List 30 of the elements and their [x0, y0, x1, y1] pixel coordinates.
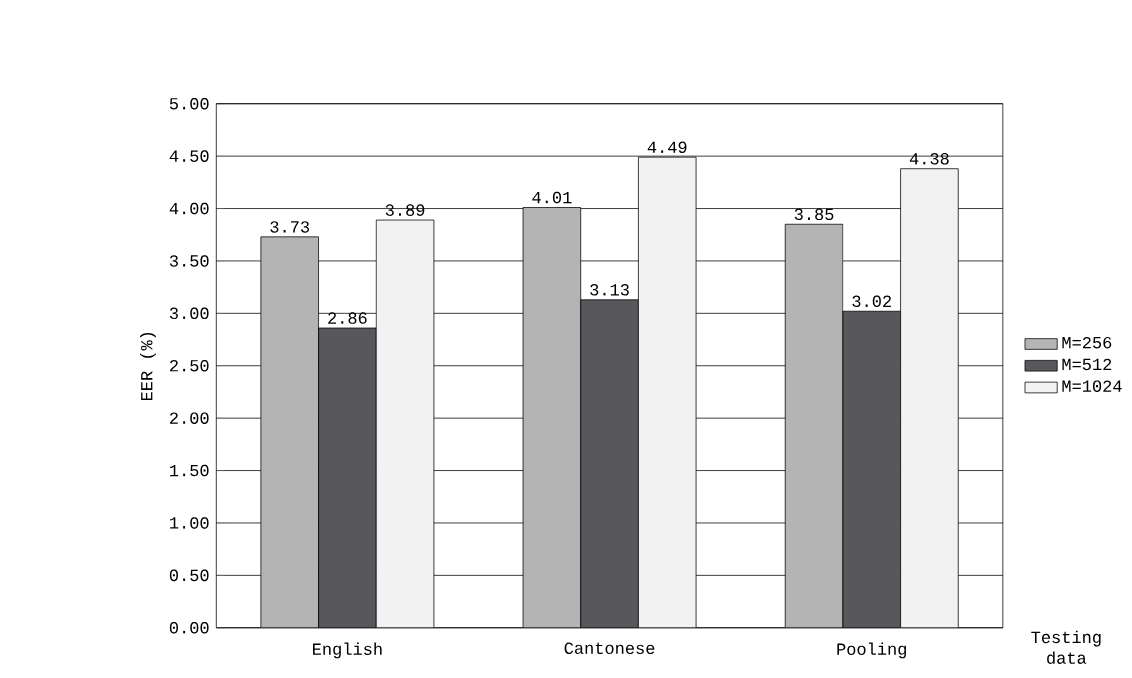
y-axis-title: EER (%)	[140, 333, 156, 401]
legend-label: M=256	[1062, 337, 1112, 349]
y-tick-label: 2.50	[170, 360, 209, 372]
y-tick-label: 1.50	[170, 465, 209, 477]
data-label: 3.73	[270, 221, 310, 233]
y-tick-label: 0.00	[169, 622, 209, 634]
bar	[842, 311, 901, 628]
bar	[318, 327, 377, 628]
y-tick-label: 1.00	[170, 517, 209, 529]
y-tick-label: 0.50	[169, 569, 209, 582]
y-tick-label: 3.00	[169, 307, 209, 320]
data-label: 3.02	[852, 295, 891, 308]
x-tick-label: English	[313, 642, 382, 659]
y-tick-label: 4.50	[169, 150, 209, 163]
legend-label: M=1024	[1062, 380, 1122, 393]
x-tick-label: Cantonese	[564, 642, 655, 655]
y-tick-label: 2.00	[170, 412, 209, 425]
y-tick-label: 4.00	[169, 202, 209, 215]
legend-label: M=512	[1062, 358, 1112, 371]
y-tick-label: 3.50	[169, 255, 209, 267]
data-label: 3.85	[794, 208, 834, 221]
data-label: 2.86	[328, 312, 367, 325]
x-axis-title: Testing data	[1031, 630, 1101, 665]
data-label: 4.38	[909, 153, 949, 165]
x-tick-label: Pooling	[837, 642, 906, 659]
data-label: 4.49	[647, 141, 687, 154]
data-label: 4.01	[532, 192, 572, 204]
y-tick-label: 5.00	[169, 98, 209, 110]
bar	[580, 299, 639, 628]
data-label: 3.13	[590, 284, 629, 296]
